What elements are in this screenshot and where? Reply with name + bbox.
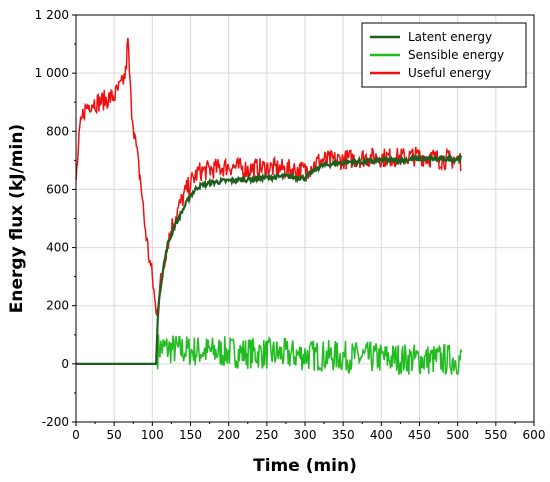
x-tick-label: 550 [484,428,507,442]
x-tick-label: 350 [332,428,355,442]
x-tick-label: 300 [294,428,317,442]
axis-ticks: 0 50 100 150 200 250 300 350 400 450 500 550 600 -200… [35,8,546,442]
legend-label: Useful energy [408,66,491,80]
x-tick-label: 150 [179,428,202,442]
y-axis-title: Energy flux (kJ/min) [7,124,27,313]
y-tick-label: 400 [46,241,69,255]
x-tick-label: 500 [446,428,469,442]
x-tick-label: 450 [408,428,431,442]
x-tick-label: 100 [141,428,164,442]
y-tick-label: -200 [42,415,69,429]
legend: Latent energy Sensible energy Useful energ… [361,22,527,88]
series-lines [75,37,463,376]
series-line-latent-energy [76,153,463,365]
y-tick-label: 800 [46,124,69,138]
x-tick-label: 0 [72,428,80,442]
x-axis-title: Time (min) [253,456,357,476]
series-line-sensible-energy [76,334,463,376]
legend-label: Sensible energy [408,48,504,62]
y-tick-label: 0 [61,357,69,371]
x-tick-label: 200 [217,428,240,442]
y-tick-label: 1 000 [35,66,69,80]
x-tick-label: 50 [107,428,122,442]
x-tick-label: 250 [255,428,278,442]
y-tick-label: 1 200 [35,8,69,22]
legend-label: Latent energy [408,30,492,44]
y-tick-label: 200 [46,299,69,313]
y-tick-label: 600 [46,182,69,196]
x-tick-label: 600 [523,428,546,442]
x-tick-label: 400 [370,428,393,442]
